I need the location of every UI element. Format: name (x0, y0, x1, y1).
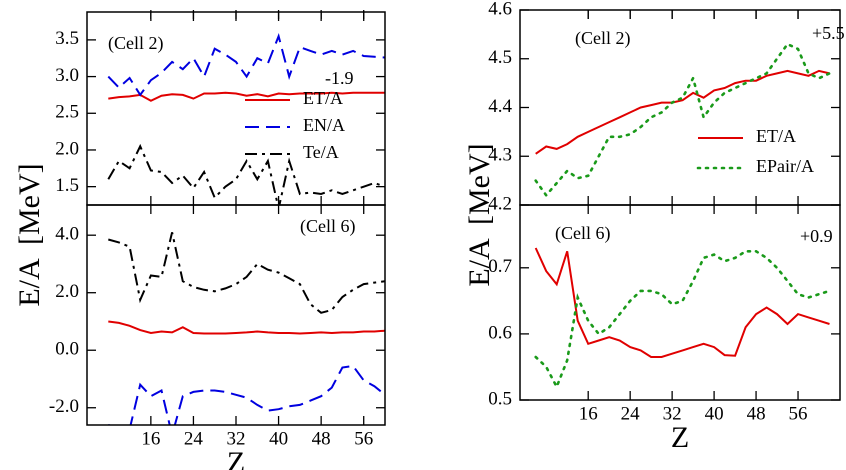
series-line (534, 250, 831, 390)
plot-lines (107, 32, 385, 205)
y-axis-label: E/A [MeV] (13, 163, 46, 306)
plot-lines (534, 42, 831, 198)
x-tick-label: 16 (579, 403, 598, 424)
y-tick-label: 4.4 (488, 96, 512, 117)
x-axis-label: Z (671, 421, 689, 454)
series-line (108, 364, 385, 425)
annotation: +5.5 (812, 23, 845, 43)
y-tick-label: 2.0 (55, 281, 79, 302)
legend-label: ET/A (303, 88, 343, 108)
y-tick-label: 4.3 (488, 145, 512, 166)
series-line (534, 247, 830, 358)
annotation: (Cell 6) (300, 216, 356, 237)
y-tick-label: -2.0 (49, 396, 79, 417)
y-tick-label: 3.5 (55, 28, 79, 49)
annotation: (Cell 2) (575, 28, 631, 49)
x-tick-label: 48 (312, 428, 331, 449)
legend-label: Te/A (303, 142, 339, 162)
plot-lines (108, 232, 385, 425)
x-tick-label: 32 (227, 428, 246, 449)
series-line (108, 232, 385, 314)
series-line (107, 32, 385, 97)
legend-label: EN/A (303, 115, 345, 135)
legend-label: EPair/A (756, 156, 814, 176)
legend-label: ET/A (756, 126, 796, 146)
annotation: +0.9 (800, 226, 833, 246)
annotation: -1.9 (325, 68, 354, 88)
x-tick-label: 40 (269, 428, 288, 449)
y-tick-label: 0.5 (488, 388, 512, 409)
y-tick-label: 4.0 (55, 224, 79, 245)
y-tick-label: 4.2 (488, 193, 512, 214)
x-tick-label: 56 (354, 428, 373, 449)
x-axis-label: Z (227, 446, 245, 470)
x-tick-label: 16 (141, 428, 160, 449)
series-line (108, 91, 385, 102)
y-tick-label: 4.6 (488, 0, 512, 19)
x-tick-label: 40 (705, 403, 724, 424)
panel-frame (519, 204, 841, 401)
y-tick-label: 0.6 (488, 322, 512, 343)
y-axis-label: E/A [MeV] (463, 143, 496, 286)
annotation: (Cell 2) (108, 33, 164, 54)
y-tick-label: 2.0 (55, 138, 79, 159)
series-line (535, 69, 830, 155)
series-line (534, 42, 831, 198)
x-tick-label: 56 (789, 403, 808, 424)
panel-frame (86, 204, 386, 426)
series-line (108, 320, 385, 335)
y-tick-label: 4.5 (488, 47, 512, 68)
x-tick-label: 48 (747, 403, 766, 424)
plot-lines (534, 247, 831, 390)
x-tick-label: 24 (621, 403, 641, 424)
x-tick-label: 32 (663, 403, 682, 424)
y-tick-label: 0.0 (55, 339, 79, 360)
y-tick-label: 3.0 (55, 65, 79, 86)
y-tick-label: 2.5 (55, 102, 79, 123)
series-line (107, 143, 385, 205)
annotation: (Cell 6) (555, 223, 611, 244)
y-tick-label: 1.5 (55, 175, 79, 196)
x-tick-label: 24 (184, 428, 204, 449)
y-tick-label: 0.7 (488, 256, 512, 277)
